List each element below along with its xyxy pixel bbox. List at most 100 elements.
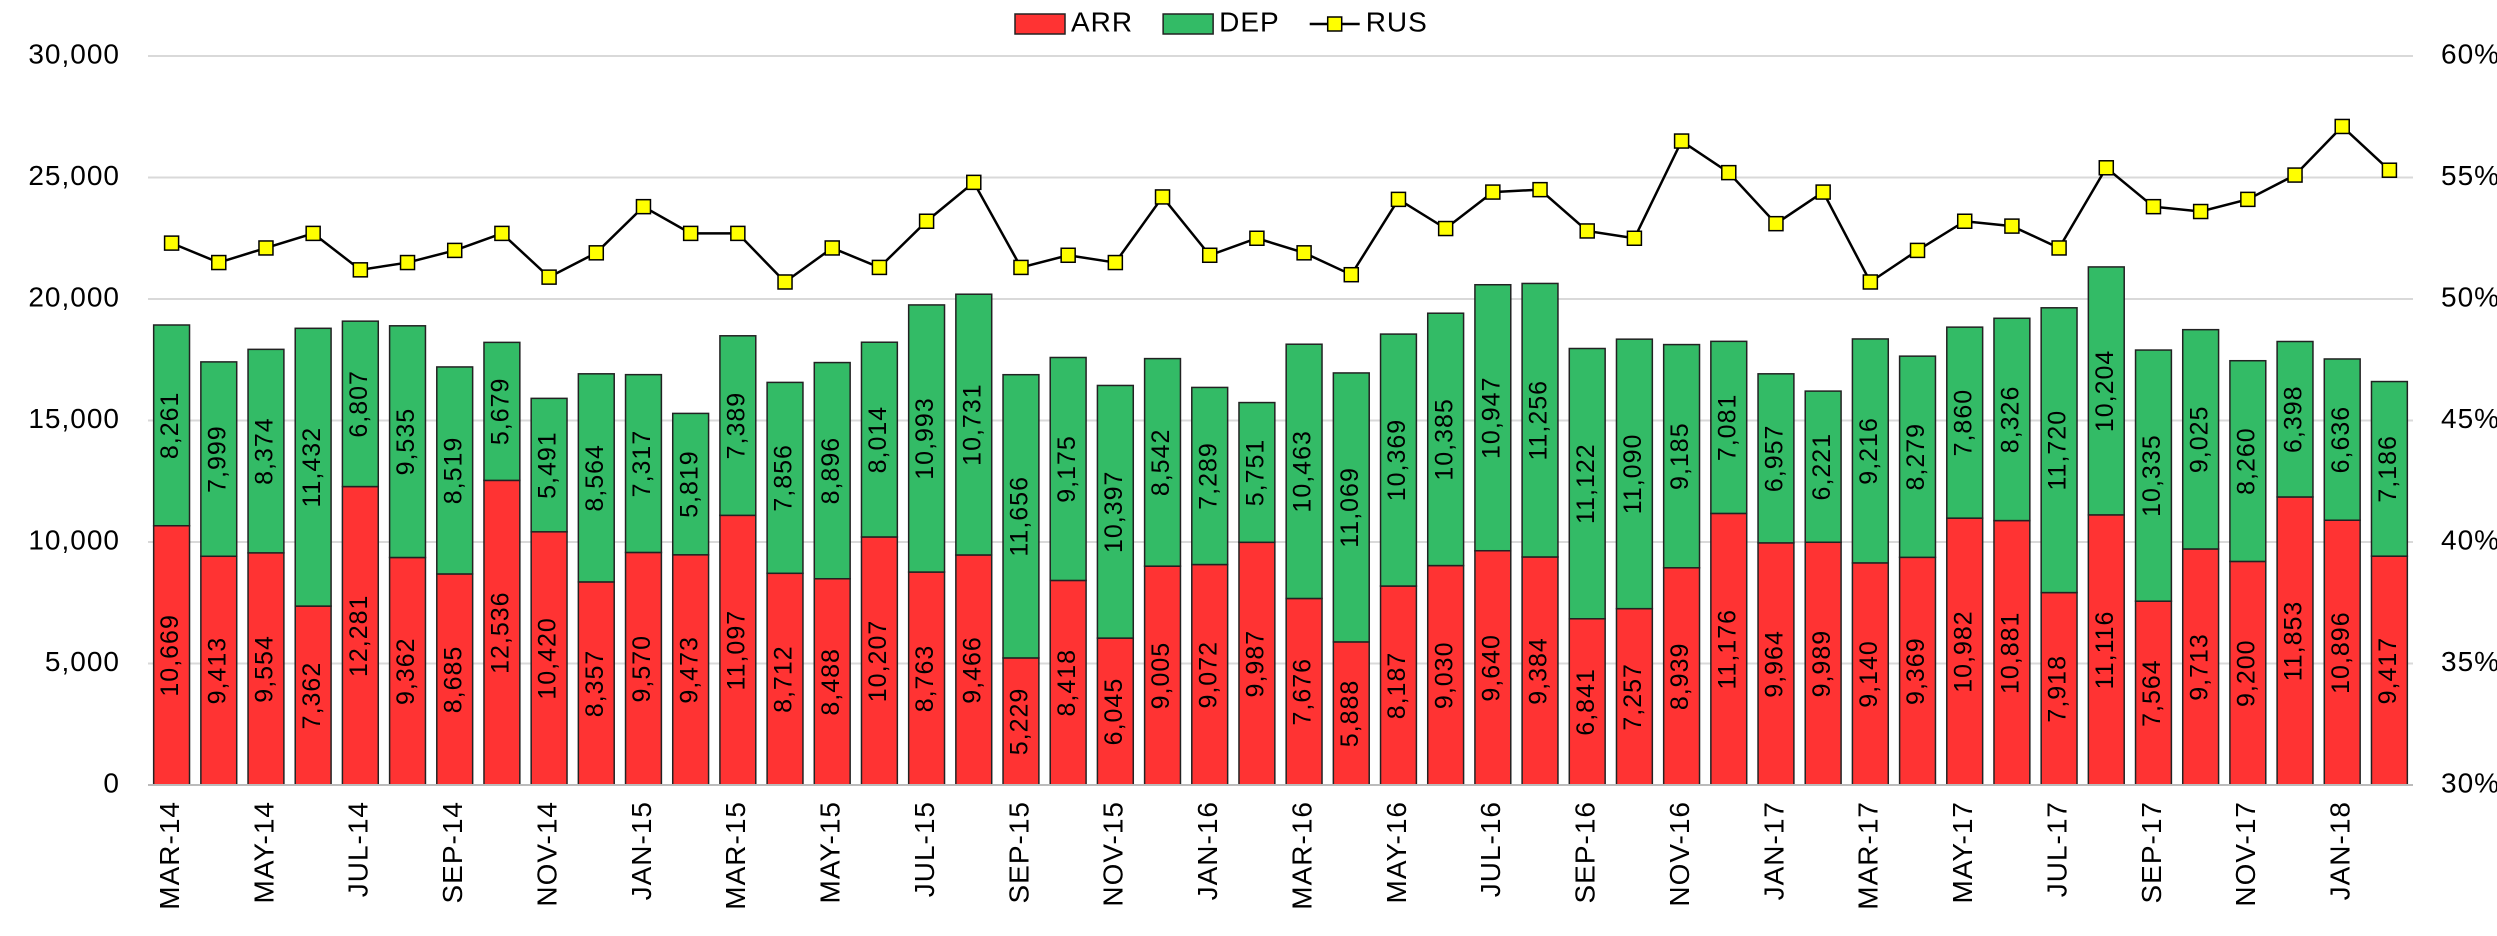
bar-value-label: 9,417 — [2374, 637, 2402, 705]
legend-label: RUS — [1366, 6, 1428, 37]
bar-value-label: 8,261 — [156, 392, 184, 460]
bar-value-label: 10,420 — [534, 617, 562, 699]
bar-segment — [907, 304, 946, 573]
bar-value-label: 5,819 — [675, 450, 703, 518]
line-marker — [2098, 160, 2115, 176]
bar-segment — [1946, 326, 1984, 519]
y-tick-label: 30,000 — [28, 38, 120, 69]
bar-segment — [1521, 282, 1559, 558]
bar-segment — [1002, 373, 1040, 659]
line-marker — [966, 174, 982, 191]
bar-segment — [1474, 283, 1512, 552]
bar-value-label: 11,656 — [1006, 476, 1034, 557]
line-marker — [635, 198, 652, 215]
x-tick-label: MAR-15 — [720, 801, 751, 910]
bar-value-label: 10,207 — [864, 620, 892, 702]
x-tick-label: JAN-18 — [2325, 801, 2356, 900]
bar-value-label: 7,564 — [2138, 659, 2166, 727]
bar-segment — [2229, 359, 2267, 563]
bar-value-label: 7,676 — [1289, 658, 1317, 726]
x-tick-label: SEP-17 — [2136, 801, 2167, 904]
y-tick-label: 0 — [103, 767, 120, 798]
x-tick-label: JAN-15 — [626, 801, 657, 900]
line-marker — [871, 259, 888, 276]
line-marker — [541, 269, 557, 285]
bar-segment — [1096, 384, 1135, 639]
bar-value-label: 8,279 — [1902, 423, 1930, 491]
legend-label: DEP — [1219, 6, 1280, 37]
bar-segment — [955, 293, 993, 556]
line-marker — [1013, 259, 1029, 276]
bar-value-label: 10,731 — [958, 383, 986, 465]
line-marker — [730, 225, 746, 242]
line-marker — [2287, 167, 2303, 183]
bar-segment — [341, 485, 380, 786]
bar-value-label: 6,045 — [1100, 678, 1128, 746]
bar-segment — [1426, 564, 1465, 786]
y2-tick-label: 30% — [2441, 767, 2497, 798]
line-marker — [2145, 198, 2162, 215]
line-marker — [682, 225, 699, 242]
legend-label: ARR — [1071, 6, 1133, 37]
bar-value-label: 8,519 — [439, 437, 467, 505]
x-tick-label: MAY-14 — [248, 801, 279, 904]
y2-tick-label: 55% — [2441, 160, 2497, 191]
bar-segment — [1851, 562, 1890, 786]
bar-segment — [813, 577, 851, 786]
bar-value-label: 6,807 — [345, 370, 373, 438]
line-marker — [1956, 213, 1973, 229]
bar-segment — [2370, 380, 2409, 557]
bar-segment — [2134, 349, 2173, 602]
bar-segment — [2134, 600, 2173, 786]
bar-value-label: 9,466 — [958, 636, 986, 704]
bar-value-label: 10,397 — [1100, 471, 1128, 553]
line-marker — [1721, 164, 1737, 181]
line-marker — [1343, 266, 1360, 283]
bar-value-label: 10,947 — [1477, 377, 1505, 459]
bar-value-label: 8,939 — [1666, 643, 1694, 711]
line-marker — [2192, 203, 2209, 220]
bar-value-label: 7,856 — [770, 444, 798, 512]
bar-value-label: 9,554 — [251, 635, 279, 703]
bar-value-label: 11,090 — [1619, 434, 1647, 515]
bar-value-label: 7,918 — [2044, 655, 2072, 723]
x-tick-label: JAN-17 — [1758, 801, 1789, 900]
x-tick-label: MAY-17 — [1947, 801, 1978, 904]
line-marker — [1673, 133, 1690, 149]
bar-value-label: 6,841 — [1572, 668, 1600, 736]
bar-value-label: 5,888 — [1336, 680, 1364, 748]
bar-value-label: 8,326 — [1997, 386, 2025, 454]
bar-segment — [341, 320, 380, 488]
bar-segment — [719, 335, 757, 517]
x-tick-label: JUL-15 — [909, 801, 940, 897]
x-tick-label: MAY-16 — [1381, 801, 1412, 904]
bar-value-label: 9,025 — [2185, 406, 2213, 474]
legend-swatch — [1162, 13, 1214, 35]
bar-value-label: 11,122 — [1572, 443, 1600, 524]
bar-value-label: 11,069 — [1336, 467, 1364, 548]
line-marker — [1815, 184, 1831, 200]
x-tick-label: SEP-16 — [1570, 801, 1601, 904]
bar-segment — [1332, 372, 1370, 643]
bar-segment — [1096, 637, 1135, 786]
bar-segment — [1143, 357, 1182, 567]
line-marker — [2240, 191, 2256, 208]
bar-value-label: 5,229 — [1006, 688, 1034, 756]
bar-value-label: 8,488 — [817, 648, 845, 716]
bar-segment — [2087, 514, 2125, 786]
bar-segment — [2276, 496, 2314, 786]
bar-segment — [200, 555, 238, 786]
line-marker — [163, 235, 180, 251]
line-marker — [1437, 220, 1454, 237]
bar-segment — [436, 366, 474, 575]
bar-value-label: 7,289 — [1194, 442, 1222, 510]
bar-segment — [2323, 519, 2361, 786]
bar-value-label: 9,005 — [1147, 642, 1175, 710]
bar-value-label: 10,335 — [2138, 434, 2166, 516]
line-marker — [1390, 191, 1407, 208]
x-tick-label: MAR-14 — [154, 801, 185, 910]
bar-value-label: 10,463 — [1289, 430, 1317, 512]
bar-segment — [530, 397, 568, 533]
y2-tick-label: 50% — [2441, 281, 2497, 312]
bar-value-label: 10,204 — [2091, 350, 2119, 432]
